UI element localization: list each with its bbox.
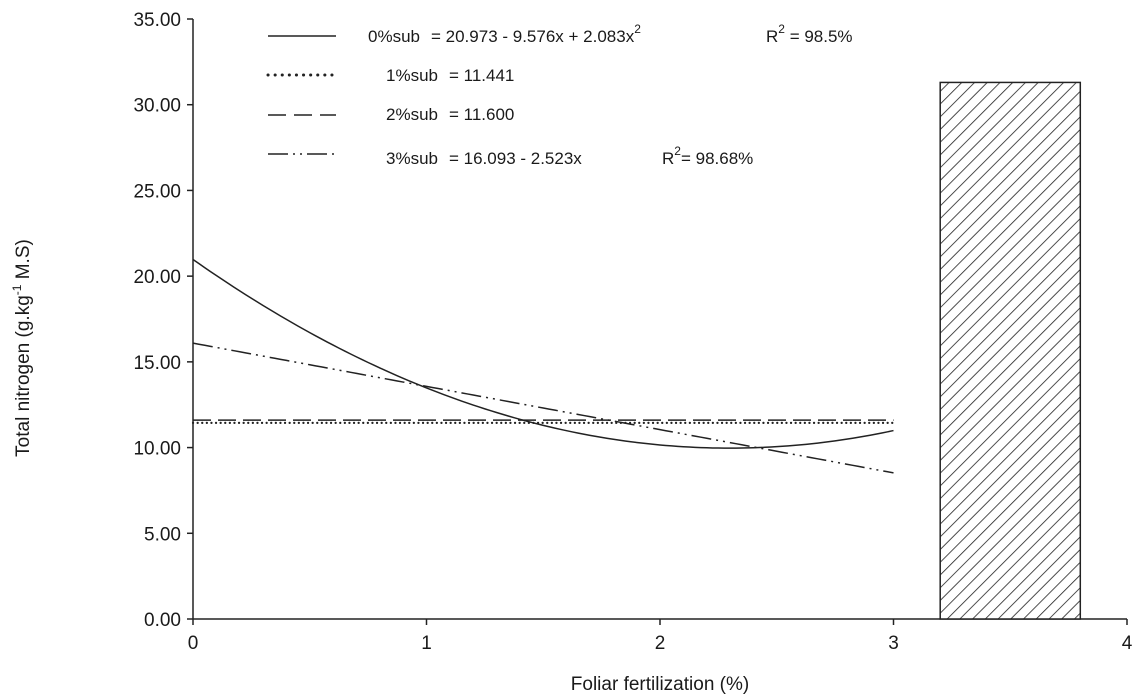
legend-entry-1: 1%sub = 11.441 [266,66,514,85]
legend-equation-3: = 16.093 - 2.523x [449,149,582,168]
legend-equation-2: = 11.600 [449,105,514,124]
legend-entry-2: 2%sub = 11.600 [268,105,514,124]
y-ticks: 0.00 5.00 10.00 15.00 20.00 25.00 30.00 35.00 [133,10,193,631]
legend-r2-3-label: R [662,149,674,168]
legend-name-0: 0%sub [368,27,420,46]
legend-name-3: 3%sub [386,149,438,168]
series-line-3 [192,342,894,474]
y-axis-title-sup: -1 [10,284,24,295]
y-tick-label: 5.00 [144,524,181,545]
legend-r2-0: R2 = 98.5% [766,22,853,46]
x-axis-title: Foliar fertilization (%) [571,674,749,695]
legend-name-1: 1%sub [386,66,438,85]
legend-name-2: 2%sub [386,105,438,124]
legend-entry-0: 0%sub = 20.973 - 9.576x + 2.083x2 R2 = 9… [268,22,853,46]
legend-r2-0-value: = 98.5% [785,27,853,46]
x-tick-label: 4 [1122,633,1133,654]
y-tick-label: 10.00 [133,439,181,460]
y-tick-label: 0.00 [144,610,181,631]
bar [939,81,1082,620]
series-line-0 [192,258,894,449]
y-axis-title-tail: M.S) [13,239,34,284]
legend-entry-3: 3%sub = 16.093 - 2.523x R2= 98.68% [268,144,753,168]
x-tick-label: 3 [888,633,899,654]
x-tick-label: 2 [655,633,666,654]
y-tick-label: 30.00 [133,96,181,117]
legend-equation-1: = 11.441 [449,66,514,85]
legend: 0%sub = 20.973 - 9.576x + 2.083x2 R2 = 9… [266,22,853,168]
x-ticks: 0 1 2 3 4 [188,619,1133,654]
y-tick-label: 20.00 [133,267,181,288]
legend-r2-3-sup: 2 [674,144,681,158]
y-tick-label: 25.00 [133,181,181,202]
legend-equation-0-main: = 20.973 - 9.576x + 2.083x [431,27,635,46]
y-tick-label: 15.00 [133,353,181,374]
y-axis-title: Total nitrogen (g.kg-1 M.S) [10,239,34,457]
legend-r2-0-label: R [766,27,778,46]
series-lines [191,258,895,474]
legend-r2-3: R2= 98.68% [662,144,753,168]
x-tick-label: 1 [421,633,432,654]
y-tick-label: 35.00 [133,10,181,31]
legend-equation-0: = 20.973 - 9.576x + 2.083x2 [431,22,641,46]
legend-equation-0-sup: 2 [634,22,641,36]
legend-r2-0-sup: 2 [778,22,785,36]
x-tick-label: 0 [188,633,199,654]
legend-r2-3-value: = 98.68% [681,149,753,168]
y-axis-title-main: Total nitrogen (g.kg [13,295,34,457]
